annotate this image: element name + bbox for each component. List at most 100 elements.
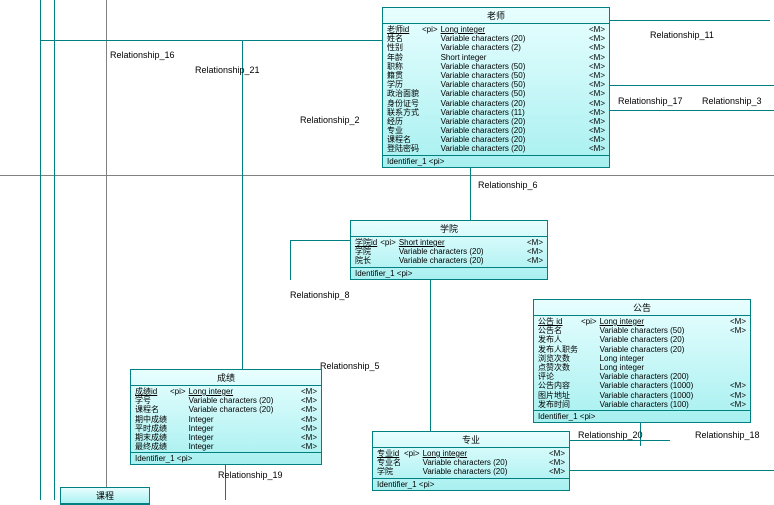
attr-name: 发布时间 [538,400,578,409]
attr-pi [581,381,597,390]
attr-type: Variable characters (20) [441,117,586,126]
attr-mandatory [730,363,746,372]
attr-type: Variable characters (1000) [600,381,727,390]
attr-pi: <pi> [380,238,396,247]
entity-kecheng[interactable]: 课程 [60,487,150,505]
attr-name: 学历 [387,80,419,89]
attr-mandatory [730,345,746,354]
attr-type: Integer [189,442,298,451]
attr-type: Variable characters (20) [399,247,524,256]
attr-mandatory: <M> [730,317,746,326]
entity-gonggao[interactable]: 公告公告 id<pi>Long integer<M>公告名Variable ch… [533,299,751,423]
attr-pi [422,43,438,52]
attr-mandatory: <M> [589,99,605,108]
attr-name: 评论 [538,372,578,381]
relationship-label-r20: Relationship_20 [578,430,643,440]
attr-pi [422,89,438,98]
attr-pi [422,62,438,71]
attr-type: Variable characters (50) [600,326,727,335]
attr-type: Variable characters (20) [189,405,298,414]
entity-attributes: 老师id<pi>Long integer<M>姓名Variable charac… [383,24,609,155]
attr-pi [422,126,438,135]
attr-type: Long integer [423,449,546,458]
attr-type: Variable characters (20) [189,396,298,405]
attr-name: 学院 [377,467,401,476]
attr-name: 联系方式 [387,108,419,117]
attr-name: 公告 id [538,317,578,326]
attr-mandatory: <M> [589,108,605,117]
attr-name: 发布人职务 [538,345,578,354]
attr-mandatory: <M> [589,117,605,126]
relationship-line [290,240,291,280]
attr-pi [581,354,597,363]
attr-type: Variable characters (20) [441,144,586,153]
attr-name: 院长 [355,256,377,265]
attr-name: 经历 [387,117,419,126]
entity-title: 专业 [373,432,569,448]
attr-type: Long integer [600,363,727,372]
attr-mandatory: <M> [301,387,317,396]
attr-mandatory: <M> [589,144,605,153]
attr-pi [422,117,438,126]
entity-identifier: Identifier_1 <pi> [383,155,609,167]
diagram-canvas: 老师老师id<pi>Long integer<M>姓名Variable char… [0,0,774,500]
attr-pi [380,256,396,265]
attr-type: Long integer [600,317,727,326]
relationship-label-r8: Relationship_8 [290,290,350,300]
attr-mandatory: <M> [589,53,605,62]
attr-type: Short integer [399,238,524,247]
attr-type: Variable characters (20) [399,256,524,265]
grid-vertical [106,0,107,500]
relationship-label-r11: Relationship_11 [650,30,714,40]
attr-name: 最终成绩 [135,442,167,451]
attr-mandatory: <M> [301,442,317,451]
attr-mandatory: <M> [301,415,317,424]
entity-teacher[interactable]: 老师老师id<pi>Long integer<M>姓名Variable char… [382,7,610,168]
relationship-label-r2: Relationship_2 [300,115,360,125]
entity-title: 成绩 [131,370,321,386]
attr-name: 老师id [387,25,419,34]
attr-name: 期末成绩 [135,433,167,442]
relationship-line [40,0,41,500]
attr-name: 学院 [355,247,377,256]
attr-type: Variable characters (50) [441,89,586,98]
attr-mandatory: <M> [589,43,605,52]
attr-type: Variable characters (50) [441,62,586,71]
relationship-line [610,85,774,86]
attr-mandatory: <M> [301,433,317,442]
attr-type: Variable characters (1000) [600,391,727,400]
attr-type: Variable characters (20) [423,458,546,467]
entity-xueyuan[interactable]: 学院学院id<pi>Short integer<M>学院Variable cha… [350,220,548,280]
attr-mandatory: <M> [730,381,746,390]
attr-pi [170,424,186,433]
attr-mandatory: <M> [589,62,605,71]
attr-type: Variable characters (11) [441,108,586,117]
attr-mandatory [730,335,746,344]
attr-mandatory: <M> [527,256,543,265]
entity-chengji[interactable]: 成绩成绩id<pi>Long integer<M>学号Variable char… [130,369,322,465]
attr-name: 平时成绩 [135,424,167,433]
attr-type: Variable characters (200) [600,372,727,381]
attr-pi [422,99,438,108]
attr-name: 发布人 [538,335,578,344]
relationship-line [610,110,774,111]
relationship-label-r17: Relationship_17 [618,96,683,106]
entity-title: 课程 [61,488,149,504]
attr-mandatory: <M> [589,135,605,144]
attr-pi [404,467,420,476]
entity-identifier: Identifier_1 <pi> [351,267,547,279]
entity-zhuanye[interactable]: 专业专业id<pi>Long integer<M>专业名Variable cha… [372,431,570,491]
attr-type: Variable characters (50) [441,80,586,89]
attr-mandatory: <M> [589,25,605,34]
attr-name: 点赞次数 [538,363,578,372]
attr-mandatory: <M> [589,89,605,98]
relationship-label-r3: Relationship_3 [702,96,762,106]
relationship-line [610,20,770,21]
attr-type: Variable characters (20) [441,126,586,135]
attr-pi: <pi> [404,449,420,458]
attr-name: 年龄 [387,53,419,62]
entity-title: 学院 [351,221,547,237]
attr-mandatory: <M> [301,405,317,414]
attr-mandatory: <M> [549,449,565,458]
attr-pi [581,372,597,381]
